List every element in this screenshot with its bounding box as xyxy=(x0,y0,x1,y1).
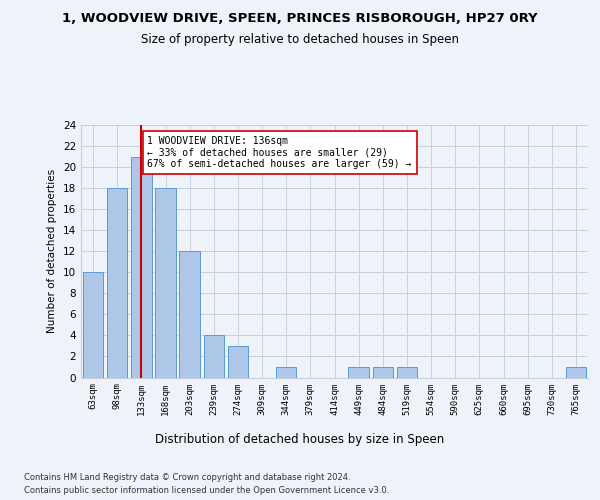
Bar xyxy=(131,156,152,378)
Bar xyxy=(397,367,417,378)
Text: 1, WOODVIEW DRIVE, SPEEN, PRINCES RISBOROUGH, HP27 0RY: 1, WOODVIEW DRIVE, SPEEN, PRINCES RISBOR… xyxy=(62,12,538,26)
Bar xyxy=(203,336,224,378)
Bar xyxy=(276,367,296,378)
Bar xyxy=(107,188,127,378)
Bar xyxy=(227,346,248,378)
Bar xyxy=(566,367,586,378)
Text: Size of property relative to detached houses in Speen: Size of property relative to detached ho… xyxy=(141,32,459,46)
Bar xyxy=(349,367,369,378)
Text: Contains HM Land Registry data © Crown copyright and database right 2024.: Contains HM Land Registry data © Crown c… xyxy=(24,472,350,482)
Text: Contains public sector information licensed under the Open Government Licence v3: Contains public sector information licen… xyxy=(24,486,389,495)
Bar xyxy=(155,188,176,378)
Y-axis label: Number of detached properties: Number of detached properties xyxy=(47,169,58,334)
Text: 1 WOODVIEW DRIVE: 136sqm
← 33% of detached houses are smaller (29)
67% of semi-d: 1 WOODVIEW DRIVE: 136sqm ← 33% of detach… xyxy=(148,136,412,168)
Bar xyxy=(179,251,200,378)
Bar xyxy=(373,367,393,378)
Bar xyxy=(83,272,103,378)
Text: Distribution of detached houses by size in Speen: Distribution of detached houses by size … xyxy=(155,432,445,446)
